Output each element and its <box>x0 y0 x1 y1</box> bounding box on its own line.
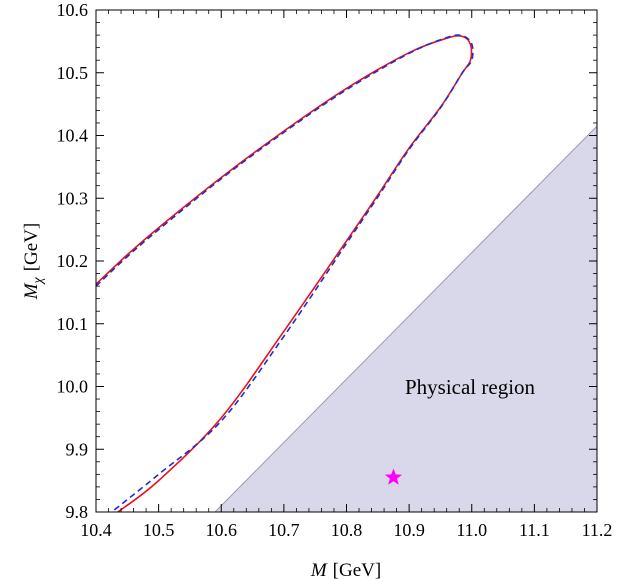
marker-layer <box>384 468 403 485</box>
x-tick-label: 11.2 <box>582 520 613 540</box>
y-tick-label: 10.6 <box>57 0 89 20</box>
y-tick-label: 10.2 <box>57 251 89 271</box>
x-tick-label: 10.4 <box>80 520 112 540</box>
y-tick-label: 10.4 <box>57 126 89 146</box>
y-tick-label: 10.3 <box>57 188 89 208</box>
y-tick-label: 9.8 <box>66 502 89 522</box>
x-tick-label: 10.5 <box>143 520 175 540</box>
series-solid-curve <box>96 34 473 512</box>
physical-region-boundary <box>214 125 597 512</box>
y-tick-label: 10.1 <box>57 314 89 334</box>
axis-ticks: 10.4 10.5 10.6 10.7 10.8 10.9 11.0 11.1 11.2 9.8 9… <box>57 0 613 540</box>
y-tick-label: 9.9 <box>66 439 89 459</box>
x-tick-label: 10.8 <box>331 520 363 540</box>
physical-region <box>214 125 597 512</box>
y-tick-label: 10.5 <box>57 63 89 83</box>
x-tick-label: 11.1 <box>519 520 550 540</box>
x-axis-title: M [GeV] <box>310 560 381 581</box>
region-label: Physical region <box>405 375 536 399</box>
x-tick-label: 10.6 <box>206 520 238 540</box>
y-axis-title: Mχ [GeV] <box>21 223 46 301</box>
y-axis-sub: χ <box>31 276 46 285</box>
x-tick-label: 11.0 <box>456 520 487 540</box>
series-dashed-curve <box>96 34 474 512</box>
y-axis-var: M <box>21 282 42 300</box>
x-tick-label: 10.9 <box>393 520 425 540</box>
x-axis-var: M <box>310 560 328 581</box>
x-axis-unit: [GeV] <box>333 560 382 581</box>
x-tick-label: 10.7 <box>268 520 300 540</box>
y-tick-label: 10.0 <box>57 377 89 397</box>
y-axis-unit: [GeV] <box>21 223 42 272</box>
curve-layer <box>96 34 474 512</box>
star-marker <box>384 468 403 485</box>
